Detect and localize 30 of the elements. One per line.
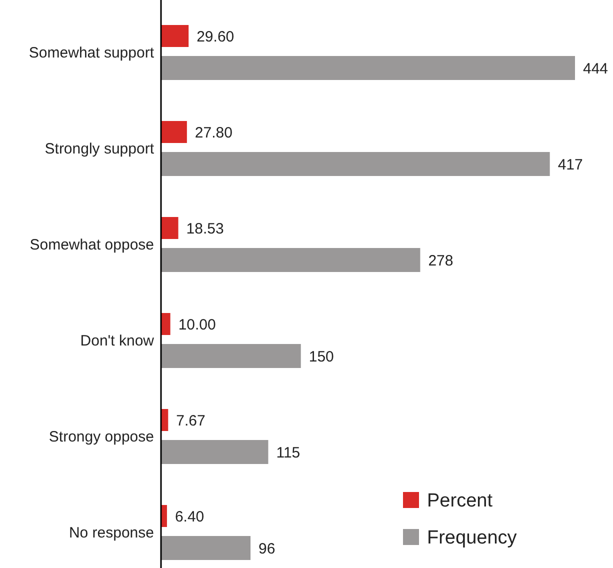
- data-label: 278: [428, 252, 454, 270]
- bar: [161, 56, 575, 80]
- data-label: 7.67: [176, 412, 206, 430]
- bar: [161, 25, 189, 47]
- bar: [161, 440, 268, 464]
- y-tick-label: Strongly support: [44, 140, 155, 158]
- bar: [161, 248, 420, 272]
- data-label: 10.00: [178, 316, 216, 334]
- y-tick-label: Somewhat support: [28, 44, 155, 62]
- legend-label: Frequency: [427, 528, 518, 549]
- data-label: 18.53: [186, 220, 224, 238]
- data-label: 150: [308, 348, 334, 366]
- data-label: 6.40: [174, 508, 204, 526]
- bar: [161, 536, 251, 560]
- y-tick-label: Don't know: [80, 332, 154, 350]
- bar: [161, 121, 187, 143]
- data-label: 29.60: [196, 28, 234, 46]
- data-label: 444: [583, 60, 608, 78]
- bar: [161, 313, 170, 335]
- legend-label: Percent: [427, 490, 494, 512]
- data-label: 417: [558, 156, 583, 174]
- y-tick-label: No response: [68, 524, 154, 542]
- y-tick-label: Strongy oppose: [48, 428, 154, 446]
- bar: [161, 344, 301, 368]
- data-label: 96: [258, 540, 276, 558]
- data-label: 27.80: [194, 124, 232, 142]
- bar: [161, 152, 550, 176]
- y-tick-label: Somewhat oppose: [30, 236, 154, 254]
- data-label: 115: [276, 444, 300, 462]
- bar: [161, 217, 178, 239]
